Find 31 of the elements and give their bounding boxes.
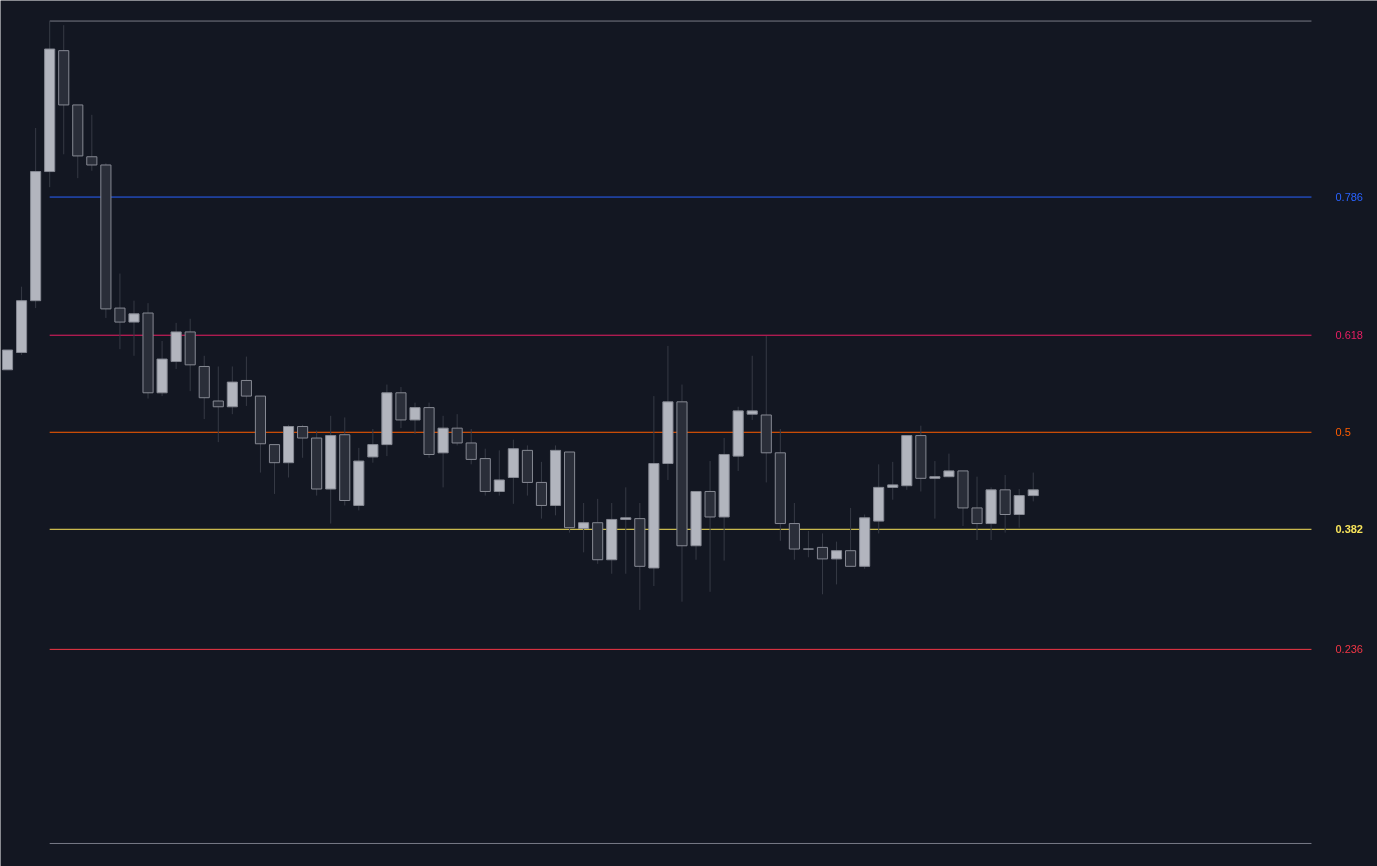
- candlestick: [1027, 472, 1039, 502]
- candlestick: [367, 428, 379, 464]
- candlestick: [578, 502, 590, 553]
- candlestick: [240, 356, 252, 407]
- candlestick: [212, 365, 224, 443]
- candlestick: [86, 114, 98, 172]
- candlestick: [620, 486, 632, 575]
- candlestick: [535, 461, 548, 520]
- y-tick-label: 0.786: [1335, 191, 1363, 204]
- candlestick: [409, 402, 421, 435]
- y-tick-label: 0.236: [1335, 643, 1363, 656]
- candlestick: [297, 424, 309, 459]
- candlestick: [268, 444, 281, 495]
- candlestick: [465, 428, 477, 465]
- y-tick-label: 0.382: [1335, 523, 1363, 536]
- candlestick: [451, 413, 463, 446]
- candlestick: [493, 449, 505, 497]
- candlestick: [971, 476, 983, 541]
- y-tick-label: 0.618: [1335, 329, 1363, 342]
- candlestick: [746, 355, 758, 421]
- candlestick: [1013, 488, 1025, 529]
- candlestick: [929, 460, 941, 520]
- candlestick: [845, 507, 857, 567]
- candlestick: [802, 530, 814, 558]
- candlestick: [1, 349, 14, 371]
- candlestick: [128, 300, 140, 357]
- candlestick: [816, 532, 829, 595]
- candlestick: [887, 461, 899, 501]
- candlestick: [114, 273, 126, 350]
- y-tick-label: 0.5: [1335, 426, 1351, 439]
- candlestick: [830, 541, 843, 585]
